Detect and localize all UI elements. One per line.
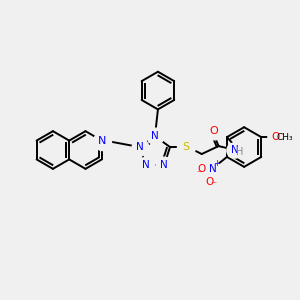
Text: CH₃: CH₃ — [277, 133, 293, 142]
Text: N: N — [160, 160, 168, 170]
Text: H: H — [236, 147, 243, 157]
Text: ⁻: ⁻ — [212, 181, 217, 191]
Text: N: N — [98, 136, 106, 146]
Text: N: N — [142, 160, 149, 170]
Text: N: N — [151, 131, 159, 141]
Text: O: O — [209, 126, 218, 136]
Text: S: S — [182, 142, 189, 152]
Text: N: N — [209, 164, 217, 174]
Text: O: O — [271, 132, 279, 142]
Text: O: O — [205, 177, 213, 187]
Text: N: N — [231, 145, 238, 155]
Text: N: N — [136, 142, 144, 152]
Text: +: + — [214, 159, 220, 168]
Text: O: O — [197, 164, 205, 174]
Text: ⁻: ⁻ — [197, 169, 202, 179]
